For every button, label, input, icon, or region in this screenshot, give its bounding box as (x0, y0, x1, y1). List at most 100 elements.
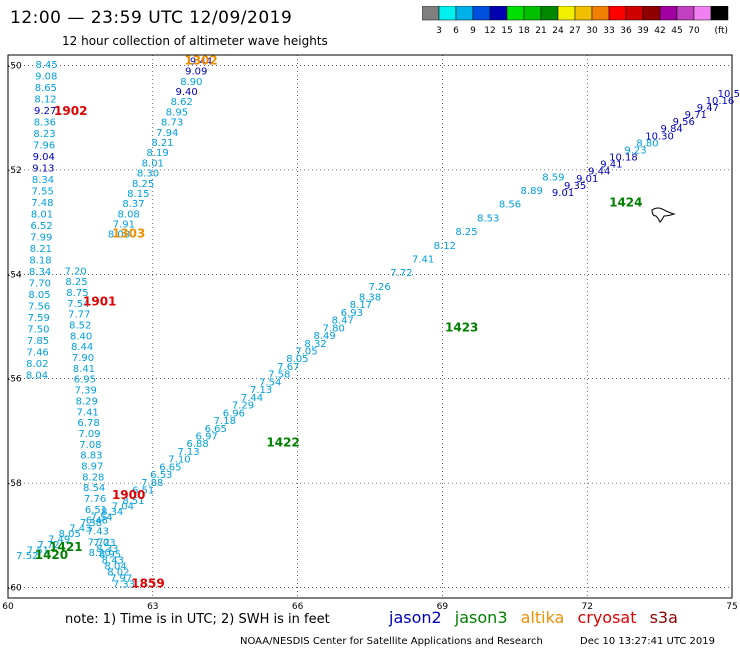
wave-height-obs: 9.56 (673, 117, 695, 128)
wave-height-obs: 8.25 (455, 227, 477, 238)
wave-height-obs: 7.13 (250, 385, 272, 396)
wave-height-obs: 7.80 (323, 323, 345, 334)
wave-height-obs: 9.09 (185, 67, 207, 78)
wave-height-obs: 8.32 (304, 339, 326, 350)
wave-height-obs: 7.43 (69, 523, 91, 534)
wave-height-obs: 8.25 (65, 277, 87, 288)
legend-s3a: s3a (649, 608, 678, 627)
page-title: 12:00 — 23:59 UTC 12/09/2019 (10, 8, 293, 28)
footer-credit: NOAA/NESDIS Center for Satellite Applica… (240, 636, 543, 647)
satellite-legend: jason2 jason3 altika cryosat s3a (389, 608, 686, 627)
color-scale-label: 33 (603, 26, 614, 36)
lat-tick-label: -58 (7, 479, 22, 489)
color-scale-label: 30 (586, 26, 598, 36)
wave-height-obs: 9.40 (175, 87, 197, 98)
color-scale-label: 24 (552, 26, 564, 36)
wave-height-obs: 9.27 (34, 106, 56, 117)
wave-height-obs: 8.23 (33, 129, 55, 140)
wave-height-obs: 10.30 (645, 131, 674, 142)
wave-height-obs: 8.53 (477, 213, 499, 224)
wave-height-obs: 7.56 (28, 302, 50, 313)
color-scale-label: 36 (620, 26, 632, 36)
wave-height-obs: 9.44 (588, 167, 610, 178)
pass-time-label: 1902 (54, 104, 87, 118)
wave-height-obs: 9.44 (190, 56, 212, 67)
wave-height-obs: 7.38 (80, 518, 102, 529)
wave-height-obs: 8.51 (122, 496, 144, 507)
wave-height-obs: 8.05 (59, 529, 81, 540)
wave-height-obs: 10.18 (609, 153, 638, 164)
wave-height-obs: 7.44 (241, 393, 263, 404)
wave-height-obs: 8.45 (35, 60, 57, 71)
wave-height-obs: 7.18 (214, 416, 236, 427)
wave-height-obs: 8.02 (107, 568, 129, 579)
wave-height-obs: 9.35 (564, 181, 586, 192)
wave-height-obs: 7.41 (77, 407, 99, 418)
wave-height-obs: 8.43 (102, 556, 124, 567)
wave-height-obs: 6.96 (223, 408, 245, 419)
wave-height-obs: 7.08 (79, 440, 101, 451)
wave-height-obs: 9.84 (661, 124, 683, 135)
wave-height-obs: 7.52 (16, 551, 38, 562)
wave-height-obs: 7.39 (75, 386, 97, 397)
wave-height-obs: 7.58 (268, 370, 290, 381)
wave-height-obs: 8.36 (34, 118, 56, 129)
wave-height-obs: 8.56 (499, 200, 521, 211)
wave-height-obs: 9.23 (624, 145, 646, 156)
wave-height-obs: 7.46 (27, 348, 49, 359)
lon-tick-label: 63 (147, 602, 158, 612)
wave-height-obs: 8.52 (69, 321, 91, 332)
wave-height-obs: 7.54 (67, 299, 89, 310)
wave-height-obs: 6.65 (159, 462, 181, 473)
legend-altika: altika (520, 608, 565, 627)
wave-height-obs: 6.53 (150, 470, 172, 481)
wave-height-obs: 6.51 (132, 486, 154, 497)
wave-height-obs: 7.50 (27, 325, 49, 336)
wave-height-obs: 8.08 (118, 209, 140, 220)
wave-height-obs: 8.40 (70, 331, 92, 342)
pass-time-label: 1421 (49, 540, 82, 554)
wave-height-obs: 8.28 (82, 472, 104, 483)
wave-height-obs: 8.20 (89, 548, 111, 559)
legend-jason3: jason3 (454, 608, 508, 627)
color-scale-label: 21 (535, 26, 546, 36)
lat-tick-label: -60 (7, 584, 22, 594)
wave-height-obs: 8.05 (28, 290, 50, 301)
color-scale-label: 42 (654, 26, 665, 36)
footer-timestamp: Dec 10 13:27:41 UTC 2019 (580, 636, 715, 647)
wave-height-obs: 7.94 (156, 128, 178, 139)
wave-height-obs: 9.47 (697, 103, 719, 114)
wave-height-obs: 7.54 (91, 512, 113, 523)
legend-jason2: jason2 (389, 608, 442, 627)
wave-height-obs: 9.01 (576, 174, 598, 185)
wave-height-obs: 7.88 (141, 478, 163, 489)
wave-height-obs: 7.97 (110, 574, 132, 585)
color-scale-label: 70 (688, 26, 700, 36)
lon-tick-label: 60 (2, 602, 14, 612)
wave-height-obs: 7.41 (412, 255, 434, 266)
wave-height-obs: 8.08 (108, 230, 130, 241)
wave-height-obs: 8.05 (286, 354, 308, 365)
wave-height-obs: 8.95 (166, 107, 188, 118)
pass-time-label: 1424 (609, 195, 642, 209)
wave-height-obs: 7.48 (31, 198, 53, 209)
wave-height-obs: 6.93 (341, 308, 363, 319)
color-scale-label: 12 (484, 26, 495, 36)
pass-time-label: 1423 (445, 321, 478, 335)
wave-height-obs: 8.34 (101, 507, 123, 518)
wave-height-obs: 7.20 (64, 266, 86, 277)
wave-height-obs: 9.04 (33, 152, 55, 163)
wave-height-obs: 8.33 (96, 544, 118, 555)
pass-time-label: 1900 (112, 488, 145, 502)
wave-height-obs: 8.02 (26, 359, 48, 370)
wave-height-obs: 7.72 (390, 268, 412, 279)
wave-height-obs: 6.78 (77, 418, 99, 429)
color-swatch (710, 6, 729, 21)
wave-height-obs: 7.49 (48, 534, 70, 545)
wave-height-obs: 7.96 (33, 141, 55, 152)
wave-height-obs: 6.97 (196, 431, 218, 442)
lat-tick-label: -56 (7, 375, 22, 385)
page-subtitle: 12 hour collection of altimeter wave hei… (62, 34, 328, 48)
color-scale-label: 27 (569, 26, 580, 36)
